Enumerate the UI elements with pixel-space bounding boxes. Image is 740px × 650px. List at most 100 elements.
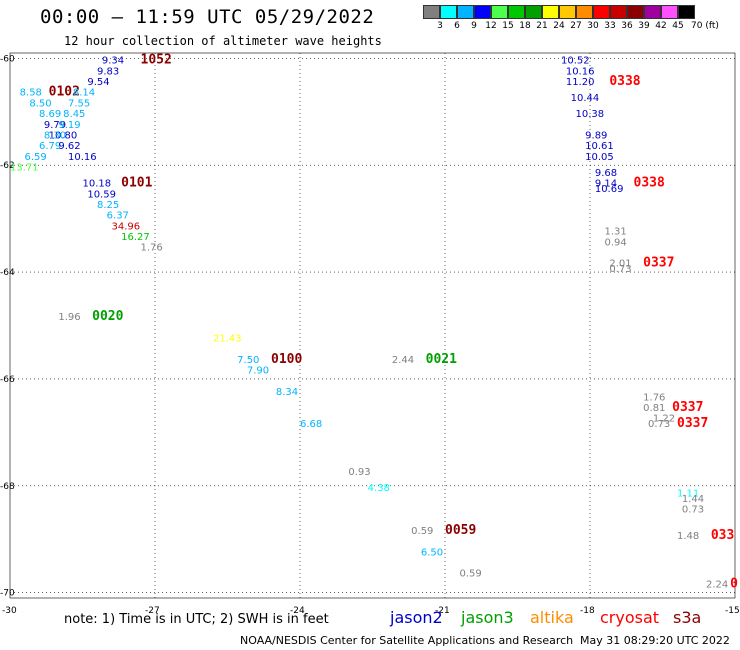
lon-tick-label: -18 (580, 606, 595, 616)
wave-height-label: 9.54 (87, 77, 109, 88)
wave-height-label: 21.43 (213, 334, 242, 345)
pass-time-label: 1052 (141, 53, 172, 68)
wave-height-label: 1.76 (643, 392, 665, 403)
wave-height-label: 16.27 (121, 232, 150, 243)
lat-tick-label: -68 (0, 482, 15, 492)
scale-swatch (644, 5, 661, 19)
pass-time-label: 0021 (426, 352, 457, 367)
wave-height-label: 1.31 (605, 227, 627, 238)
wave-height-label: 9.19 (58, 120, 80, 131)
wave-height-label: 8.69 (39, 109, 61, 120)
scale-label: 42 (655, 21, 667, 31)
lat-tick-label: -64 (0, 268, 15, 278)
wave-height-label: 10.05 (585, 152, 614, 163)
scale-swatch (491, 5, 508, 19)
wave-height-label: 4.38 (368, 483, 390, 494)
scale-label: 70 (ft) (691, 21, 719, 31)
scale-swatch (593, 5, 610, 19)
wave-height-label: 10.59 (87, 189, 116, 200)
wave-height-label: 0.81 (643, 403, 665, 414)
pass-time-label: 0338 (609, 74, 640, 89)
wave-height-label: 9.14 (595, 179, 617, 190)
wave-height-label: 10.69 (595, 184, 624, 195)
scale-swatch (440, 5, 457, 19)
scale-swatch (559, 5, 576, 19)
scale-label: 9 (471, 21, 477, 31)
wave-height-label: 8.34 (276, 387, 298, 398)
wave-height-label: 9.34 (102, 56, 124, 67)
scale-label: 12 (485, 21, 497, 31)
legend-jason2: jason2 (390, 608, 443, 627)
wave-height-label: 2.44 (392, 355, 414, 366)
wave-height-label: 34.96 (112, 221, 141, 232)
pass-time-label: 0102 (49, 85, 80, 100)
lon-tick-label: -15 (725, 606, 740, 616)
lon-tick-label: -30 (2, 606, 17, 616)
lat-tick-label: -66 (0, 375, 15, 385)
pass-time-label: 0337 (677, 416, 708, 431)
map-frame (9, 52, 736, 599)
color-scale-labels: 3 6 9 12 15 18 21 24 27 30 33 36 39 42 45 70 (ft) (423, 21, 740, 33)
scale-label: 24 (553, 21, 565, 31)
wave-height-label: 1.76 (141, 243, 163, 254)
wave-height-label: 0.93 (348, 467, 370, 478)
pass-time-label: 0337 (643, 256, 674, 271)
scale-label: 39 (638, 21, 650, 31)
wave-height-label: 0.59 (411, 526, 433, 537)
page-subtitle: 12 hour collection of altimeter wave hei… (64, 34, 382, 48)
wave-height-label: 7.55 (68, 98, 90, 109)
scale-swatch (542, 5, 559, 19)
lon-tick-label: -24 (290, 606, 305, 616)
pass-time-label: 0337 (672, 400, 703, 415)
scale-swatch (661, 5, 678, 19)
pass-time-label: 0 (730, 576, 738, 591)
wave-height-label: 7.90 (247, 366, 269, 377)
scale-swatch (457, 5, 474, 19)
legend-cryosat: cryosat (600, 608, 660, 627)
scale-swatch (474, 5, 491, 19)
wave-height-label: 1.48 (677, 531, 699, 542)
pass-time-label: 033 (711, 528, 734, 543)
wave-height-label: 0.59 (460, 569, 482, 580)
wave-height-label: 6.50 (421, 547, 443, 558)
color-scale-bar (423, 5, 695, 19)
legend-s3a: s3a (673, 608, 702, 627)
wave-height-label: 0.73 (682, 505, 704, 516)
scale-swatch (525, 5, 542, 19)
wave-height-label: 2.01 (609, 259, 631, 270)
wave-height-label: 10.44 (571, 93, 600, 104)
wave-height-label: 6.68 (300, 419, 322, 430)
wave-height-label: 8.58 (20, 88, 42, 99)
lat-tick-label: -70 (0, 589, 15, 599)
scale-label: 33 (604, 21, 616, 31)
scale-label: 6 (454, 21, 460, 31)
wave-height-label: 6.37 (107, 211, 129, 222)
wave-height-label: 8.14 (73, 88, 95, 99)
wave-height-label: 10.80 (49, 130, 78, 141)
wave-height-label: 10.61 (585, 141, 614, 152)
scale-swatch (627, 5, 644, 19)
scale-swatch (508, 5, 525, 19)
wave-height-label: 1.96 (58, 312, 80, 323)
scale-label: 21 (536, 21, 548, 31)
wave-height-label: 10.52 (561, 56, 590, 67)
wave-height-label: 8.50 (29, 98, 51, 109)
footer-note: note: 1) Time is in UTC; 2) SWH is in fe… (64, 612, 329, 627)
footer-timestamp: May 31 08:29:20 UTC 2022 (580, 634, 730, 647)
wave-height-label: 7.50 (237, 355, 259, 366)
wave-height-label: 2.24 (706, 579, 728, 590)
wave-height-label: 10.18 (83, 179, 112, 190)
wave-height-label: 9.68 (595, 168, 617, 179)
legend-jason3: jason3 (461, 608, 514, 627)
wave-height-label: 9.62 (58, 141, 80, 152)
wave-height-label: 10.38 (576, 109, 605, 120)
wave-height-label: 0.94 (605, 237, 627, 248)
wave-height-label: 6.59 (25, 152, 47, 163)
lon-tick-label: -27 (145, 606, 160, 616)
wave-height-label: 1.44 (682, 494, 704, 505)
pass-time-label: 0101 (121, 176, 152, 191)
pass-time-label: 0020 (92, 309, 123, 324)
scale-swatch (423, 5, 440, 19)
page-title: 00:00 – 11:59 UTC 05/29/2022 (40, 6, 375, 28)
